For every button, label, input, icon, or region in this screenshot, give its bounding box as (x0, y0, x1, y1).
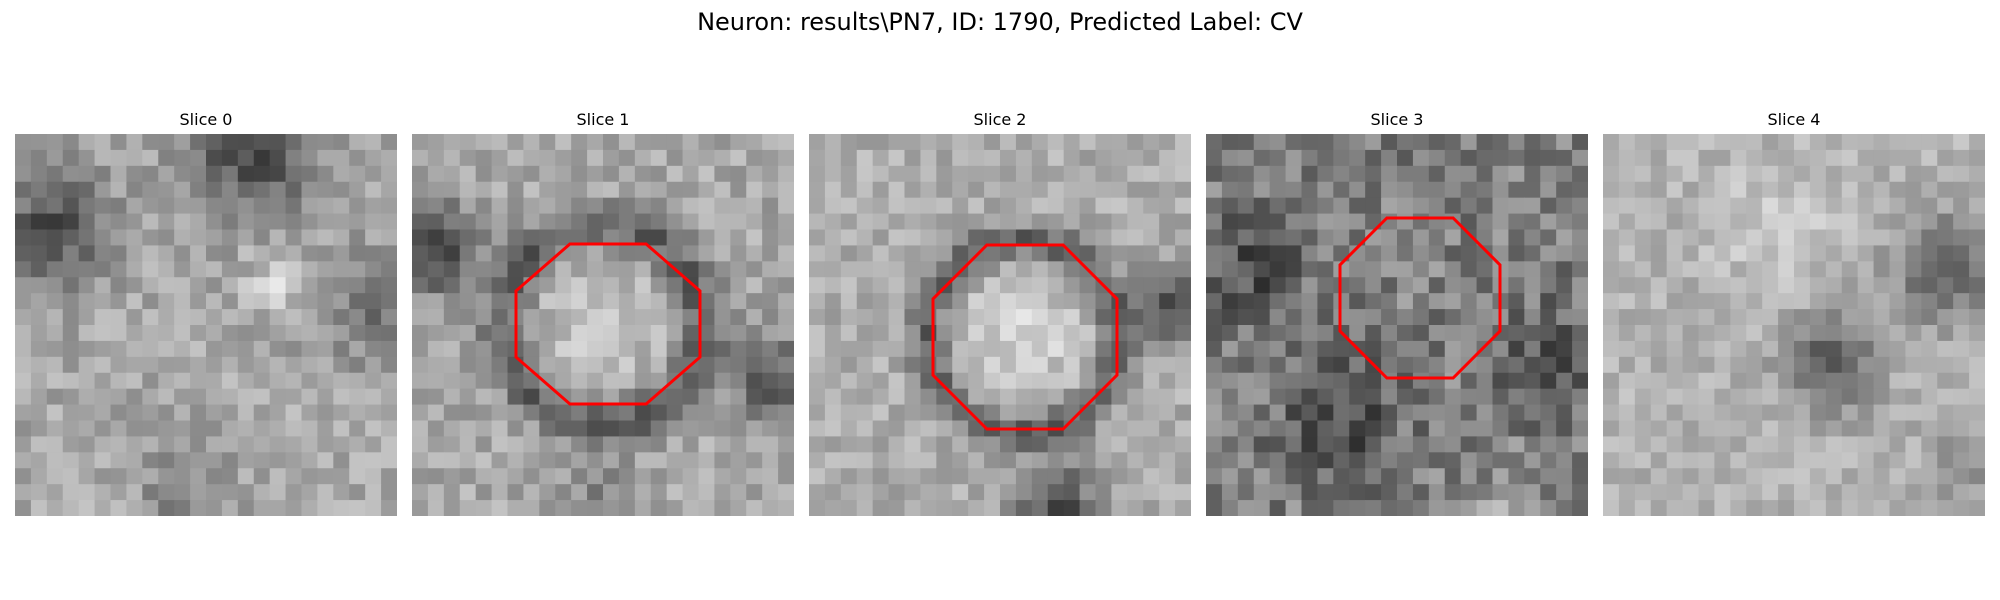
slice-image (809, 134, 1191, 516)
pixel-grid (412, 134, 794, 516)
roi-octagon (514, 242, 702, 406)
slice-image (15, 134, 397, 516)
slice-title: Slice 4 (1767, 110, 1821, 129)
slice-title: Slice 0 (179, 110, 233, 129)
slice-image (412, 134, 794, 516)
pixel-grid (809, 134, 1191, 516)
pixel-grid (15, 134, 397, 516)
slice-panel-3: Slice 3 (1206, 110, 1588, 520)
roi-octagon (931, 243, 1119, 431)
roi-octagon (1338, 216, 1502, 380)
slice-title: Slice 3 (1370, 110, 1424, 129)
slice-panel-1: Slice 1 (412, 110, 794, 520)
pixel-grid (1603, 134, 1985, 516)
figure-title: Neuron: results\PN7, ID: 1790, Predicted… (697, 8, 1303, 36)
slice-image (1206, 134, 1588, 516)
slice-title: Slice 1 (576, 110, 630, 129)
slice-panel-0: Slice 0 (15, 110, 397, 520)
slice-panel-2: Slice 2 (809, 110, 1191, 520)
slice-title: Slice 2 (973, 110, 1027, 129)
slice-image (1603, 134, 1985, 516)
pixel-grid (1206, 134, 1588, 516)
slice-panel-4: Slice 4 (1603, 110, 1985, 520)
